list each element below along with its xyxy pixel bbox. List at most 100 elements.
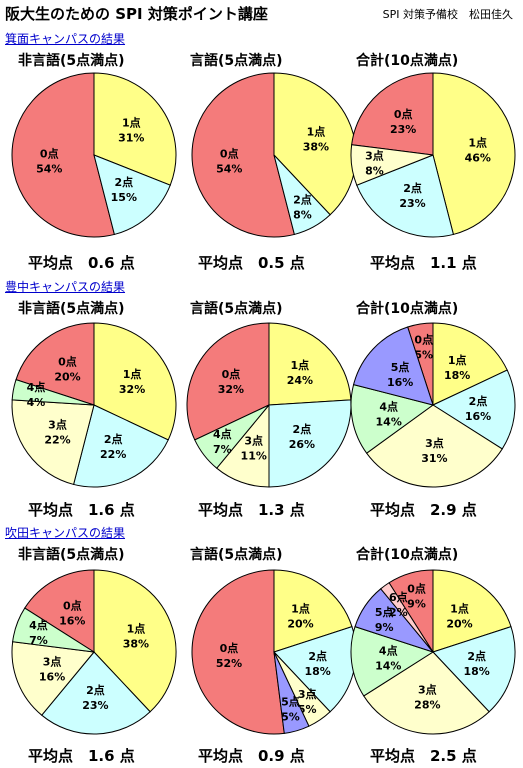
pie-slice-1 xyxy=(93,569,177,713)
slice-label: 1点 xyxy=(291,358,310,372)
slice-percent: 20% xyxy=(446,618,472,631)
slice-percent: 31% xyxy=(421,452,447,465)
slice-label: 0点 xyxy=(407,581,426,595)
section-header-suita[interactable]: 吹田キャンパスの結果 xyxy=(5,526,126,540)
average-score: 平均点 1.3 点 xyxy=(198,501,305,519)
slice-percent: 23% xyxy=(390,123,416,136)
slice-percent: 16% xyxy=(59,614,85,627)
pie-slice-1 xyxy=(432,569,512,653)
slice-label: 1点 xyxy=(291,602,310,616)
pie-slice-2 xyxy=(356,154,455,238)
page-title: 阪大生のための SPI 対策ポイント講座 xyxy=(5,5,268,23)
pie-slice-1 xyxy=(273,569,353,653)
pie-slice-2 xyxy=(268,399,352,488)
pie-slice-1 xyxy=(432,72,516,236)
slice-label: 0点 xyxy=(220,641,239,655)
average-score: 平均点 1.6 点 xyxy=(28,501,135,519)
pie-slice-2 xyxy=(431,369,516,450)
slice-label: 0点 xyxy=(222,367,241,381)
pie-chart-minoh-nonverbal: 0点 54% 1点 31% 2点 15% xyxy=(11,72,177,238)
pie-title: 合計(10点満点) xyxy=(356,53,459,69)
slice-percent: 22% xyxy=(44,434,70,447)
slice-label: 3点 xyxy=(48,418,67,432)
slice-label: 4点 xyxy=(379,399,398,413)
slice-percent: 32% xyxy=(218,383,244,396)
pie-slice-2 xyxy=(432,626,516,713)
pie-title: 言語(5点満点) xyxy=(190,53,283,69)
slice-percent: 52% xyxy=(216,657,242,670)
slice-label: 2点 xyxy=(104,432,123,446)
slice-label: 2点 xyxy=(293,422,312,436)
slice-label: 4点 xyxy=(213,427,232,441)
pie-slice-0 xyxy=(24,569,95,653)
section-header-toyonaka[interactable]: 豊中キャンパスの結果 xyxy=(5,280,126,294)
author: SPI 対策予備校 松田佳久 xyxy=(382,8,513,21)
slice-label: 3点 xyxy=(298,687,317,701)
average-score: 平均点 2.9 点 xyxy=(370,501,477,519)
slice-label: 1点 xyxy=(123,367,142,381)
pie-slice-1 xyxy=(268,322,352,406)
slice-label: 1点 xyxy=(127,621,146,635)
pie-chart-suita-nonverbal: 0点 16% 1点 38% 2点 23% 3点 16% 4点 7% xyxy=(11,569,177,735)
slice-label: 5点 xyxy=(375,605,394,619)
slice-percent: 11% xyxy=(241,449,267,462)
pie-slice-2 xyxy=(93,154,171,236)
slice-label: 2点 xyxy=(293,193,312,207)
pie-slice-6 xyxy=(380,582,434,653)
pie-slice-2 xyxy=(72,404,169,488)
slice-percent: 4% xyxy=(27,396,46,409)
section-header-minoh[interactable]: 箕面キャンパスの結果 xyxy=(5,32,126,46)
slice-percent: 24% xyxy=(287,374,313,387)
slice-label: 3点 xyxy=(418,683,437,697)
slice-label: 3点 xyxy=(425,436,444,450)
pie-slice-0 xyxy=(186,322,270,441)
slice-percent: 20% xyxy=(54,371,80,384)
slice-label: 2点 xyxy=(403,181,422,195)
slice-label: 5点 xyxy=(391,360,410,374)
slice-label: 2点 xyxy=(467,649,486,663)
pie-slice-4 xyxy=(11,379,95,406)
pie-slice-4 xyxy=(350,383,435,454)
slice-label: 1点 xyxy=(307,124,326,138)
slice-label: 0点 xyxy=(40,147,59,161)
slice-label: 0点 xyxy=(394,107,413,121)
pie-slice-4 xyxy=(12,607,95,653)
pie-slice-1 xyxy=(273,72,357,216)
pie-slice-0 xyxy=(191,72,296,238)
slice-percent: 18% xyxy=(464,665,490,678)
slice-label: 2点 xyxy=(114,175,133,189)
pie-slice-2 xyxy=(273,154,331,236)
pie-slice-1 xyxy=(93,72,177,186)
slice-percent: 20% xyxy=(287,618,313,631)
slice-percent: 16% xyxy=(387,376,413,389)
slice-percent: 54% xyxy=(216,163,242,176)
pie-slice-3 xyxy=(11,641,95,716)
pie-title: 合計(10点満点) xyxy=(356,301,459,317)
pie-slice-4 xyxy=(350,626,435,697)
slice-percent: 5% xyxy=(414,349,433,362)
pie-slice-5 xyxy=(352,326,434,406)
pie-title: 言語(5点満点) xyxy=(190,547,283,563)
slice-label: 0点 xyxy=(414,333,433,347)
pie-slice-3 xyxy=(363,651,490,735)
slice-label: 0点 xyxy=(58,355,77,369)
average-score: 平均点 1.1 点 xyxy=(370,254,477,272)
slice-percent: 18% xyxy=(444,369,470,382)
average-score: 平均点 0.5 点 xyxy=(198,254,305,272)
slice-label: 1点 xyxy=(468,135,487,149)
slice-label: 0点 xyxy=(220,147,239,161)
slice-label: 6点 xyxy=(389,590,408,604)
slice-percent: 16% xyxy=(465,410,491,423)
pie-chart-minoh-verbal: 0点 54% 1点 38% 2点 8% xyxy=(191,72,357,238)
slice-percent: 46% xyxy=(465,151,491,164)
pie-chart-minoh-total: 0点 23% 1点 46% 2点 23% 3点 8% xyxy=(350,72,516,238)
slice-percent: 7% xyxy=(29,634,48,647)
slice-percent: 18% xyxy=(305,665,331,678)
slice-percent: 7% xyxy=(213,443,232,456)
pie-slice-0 xyxy=(351,72,434,156)
pie-chart-toyonaka-verbal: 0点 32% 1点 24% 2点 26% 3点 11% 4点 7% xyxy=(186,322,352,488)
slice-label: 2点 xyxy=(86,683,105,697)
